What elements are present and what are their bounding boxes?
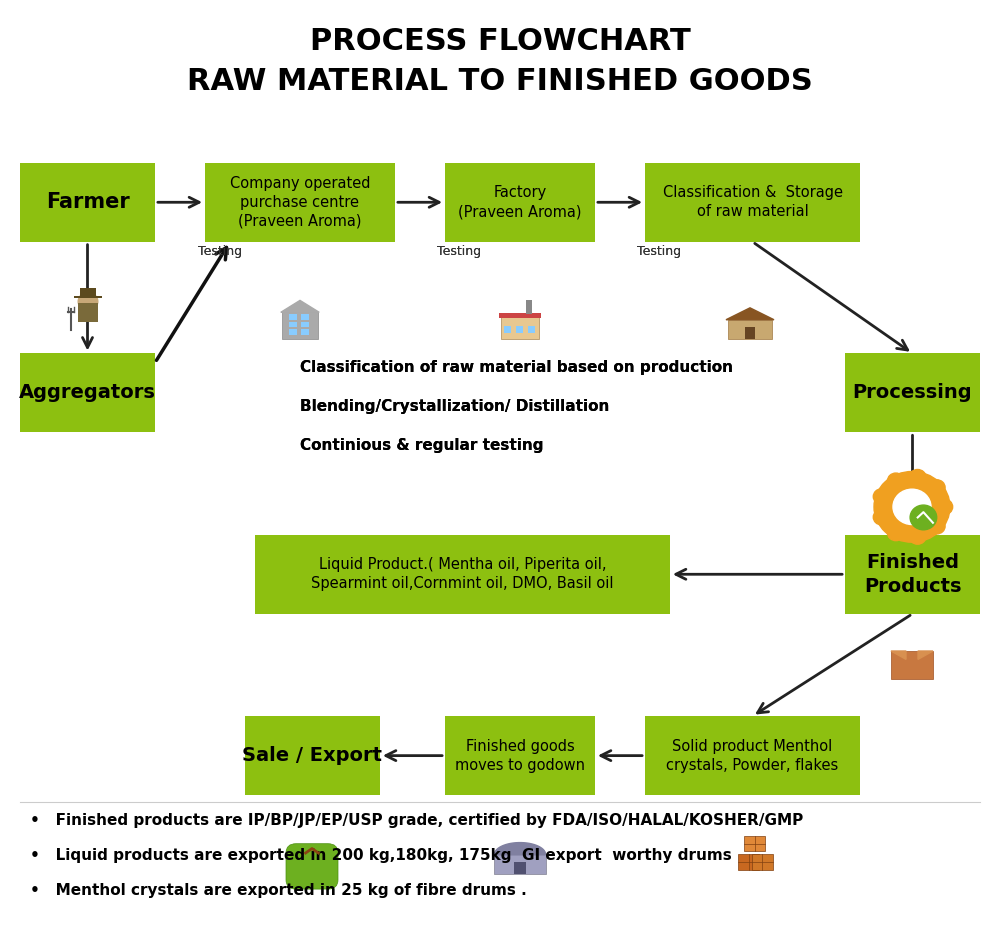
FancyBboxPatch shape: [301, 329, 309, 335]
FancyBboxPatch shape: [255, 535, 670, 614]
Polygon shape: [918, 651, 933, 659]
FancyBboxPatch shape: [289, 322, 297, 327]
Circle shape: [936, 499, 953, 514]
FancyBboxPatch shape: [504, 326, 511, 333]
Text: •   Liquid products are exported in 200 kg,180kg, 175kg  GI export  worthy drums: • Liquid products are exported in 200 kg…: [30, 848, 732, 863]
Circle shape: [887, 473, 904, 488]
Circle shape: [873, 510, 890, 525]
FancyBboxPatch shape: [645, 716, 860, 795]
Text: Testing: Testing: [637, 245, 681, 258]
Text: Classification of raw material based on production: Classification of raw material based on …: [300, 360, 733, 375]
Text: •   Finished products are IP/BP/JP/EP/USP grade, certified by FDA/ISO/HALAL/KOSH: • Finished products are IP/BP/JP/EP/USP …: [30, 813, 803, 828]
Circle shape: [78, 292, 98, 311]
FancyBboxPatch shape: [78, 303, 98, 323]
FancyBboxPatch shape: [494, 855, 546, 874]
FancyBboxPatch shape: [445, 716, 595, 795]
FancyBboxPatch shape: [501, 317, 539, 339]
Polygon shape: [494, 843, 546, 855]
Text: PROCESS FLOWCHART: PROCESS FLOWCHART: [310, 27, 690, 57]
FancyBboxPatch shape: [891, 651, 933, 679]
Circle shape: [909, 528, 926, 544]
FancyBboxPatch shape: [528, 326, 535, 333]
Text: Farmer: Farmer: [46, 193, 129, 212]
FancyBboxPatch shape: [282, 312, 318, 339]
Text: Finished goods
moves to godown: Finished goods moves to godown: [455, 738, 585, 773]
FancyBboxPatch shape: [514, 862, 526, 874]
FancyBboxPatch shape: [516, 326, 523, 333]
FancyBboxPatch shape: [744, 836, 765, 852]
Text: Testing: Testing: [437, 245, 481, 258]
FancyBboxPatch shape: [845, 353, 980, 432]
FancyBboxPatch shape: [499, 313, 541, 318]
FancyBboxPatch shape: [289, 329, 297, 335]
Text: Sale / Export: Sale / Export: [242, 746, 382, 765]
Text: Testing: Testing: [437, 245, 481, 258]
FancyBboxPatch shape: [301, 322, 309, 327]
FancyBboxPatch shape: [738, 854, 759, 870]
Circle shape: [910, 505, 937, 530]
FancyBboxPatch shape: [286, 844, 338, 889]
Text: Continious & regular testing: Continious & regular testing: [300, 438, 544, 453]
Circle shape: [928, 518, 945, 534]
FancyBboxPatch shape: [245, 716, 380, 795]
Text: •   Menthol crystals are exported in 25 kg of fibre drums .: • Menthol crystals are exported in 25 kg…: [30, 884, 527, 898]
FancyBboxPatch shape: [526, 300, 532, 313]
Circle shape: [874, 472, 950, 542]
Text: Testing: Testing: [637, 245, 681, 258]
Text: Factory
(Praveen Aroma): Factory (Praveen Aroma): [458, 185, 582, 219]
Text: Testing: Testing: [198, 245, 242, 258]
Text: Continious & regular testing: Continious & regular testing: [300, 438, 544, 453]
Text: Blending/Crystallization/ Distillation: Blending/Crystallization/ Distillation: [300, 399, 609, 414]
FancyBboxPatch shape: [845, 535, 980, 614]
Circle shape: [893, 489, 931, 525]
FancyBboxPatch shape: [645, 163, 860, 242]
Circle shape: [887, 525, 904, 540]
FancyBboxPatch shape: [20, 163, 155, 242]
Polygon shape: [281, 300, 319, 312]
FancyBboxPatch shape: [20, 353, 155, 432]
Polygon shape: [726, 308, 774, 320]
FancyBboxPatch shape: [745, 327, 755, 339]
Text: Solid product Menthol
crystals, Powder, flakes: Solid product Menthol crystals, Powder, …: [666, 738, 839, 773]
FancyBboxPatch shape: [301, 314, 309, 320]
Text: Blending/Crystallization/ Distillation: Blending/Crystallization/ Distillation: [300, 399, 609, 414]
Text: Classification of raw material based on production: Classification of raw material based on …: [300, 360, 733, 375]
Text: Processing: Processing: [853, 383, 972, 403]
FancyBboxPatch shape: [445, 163, 595, 242]
Text: Testing: Testing: [198, 245, 242, 258]
FancyBboxPatch shape: [752, 854, 772, 870]
FancyBboxPatch shape: [728, 320, 772, 339]
Circle shape: [909, 470, 926, 485]
Circle shape: [873, 489, 890, 504]
Text: RAW MATERIAL TO FINISHED GOODS: RAW MATERIAL TO FINISHED GOODS: [187, 67, 813, 97]
FancyBboxPatch shape: [289, 314, 297, 320]
Circle shape: [928, 480, 945, 496]
FancyBboxPatch shape: [80, 287, 96, 296]
Text: Company operated
purchase centre
(Praveen Aroma): Company operated purchase centre (Pravee…: [230, 176, 370, 229]
Text: Classification &  Storage
of raw material: Classification & Storage of raw material: [663, 185, 843, 219]
Text: Liquid Product.( Mentha oil, Piperita oil,
Spearmint oil,Cornmint oil, DMO, Basi: Liquid Product.( Mentha oil, Piperita oi…: [311, 557, 614, 591]
Text: Finished
Products: Finished Products: [864, 552, 961, 596]
Polygon shape: [891, 651, 906, 659]
Text: Aggregators: Aggregators: [19, 383, 156, 403]
FancyBboxPatch shape: [205, 163, 395, 242]
FancyBboxPatch shape: [74, 296, 102, 298]
